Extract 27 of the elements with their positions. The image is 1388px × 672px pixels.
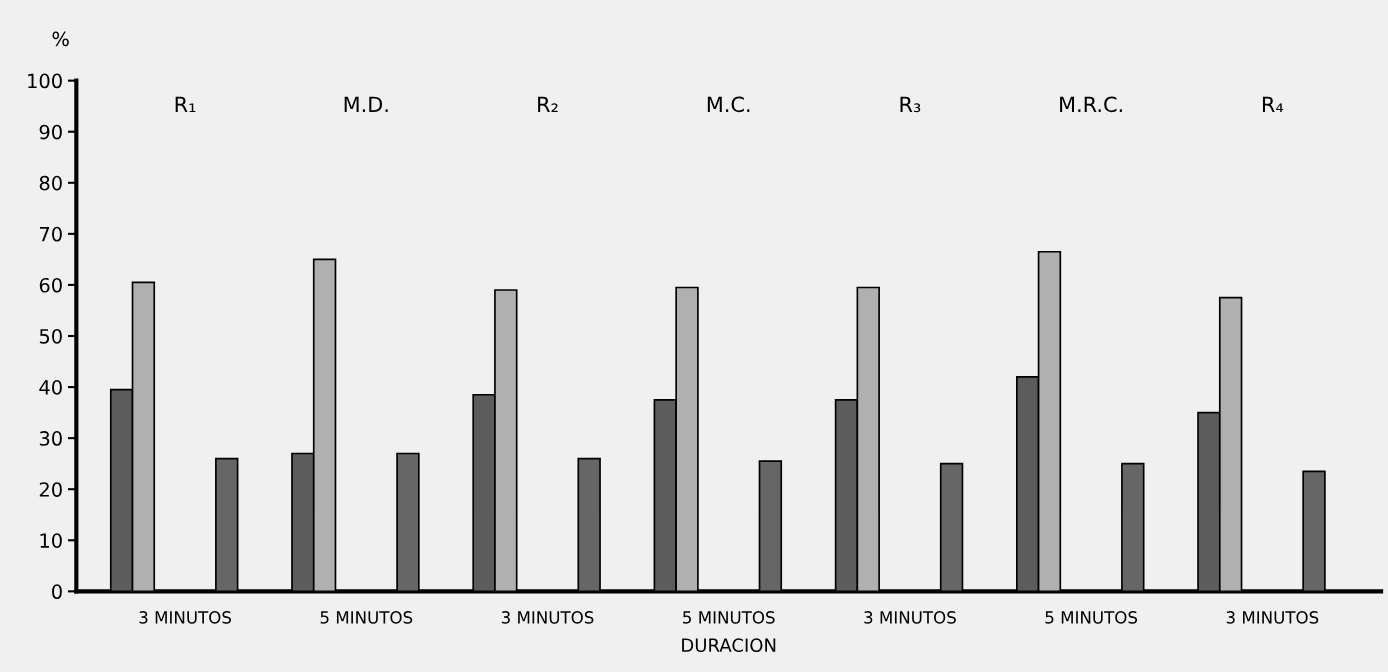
annotation: R₄	[1262, 96, 1284, 112]
x-tick-label: 3 MINUTOS	[864, 611, 956, 624]
x-tick-label: 5 MINUTOS	[320, 611, 413, 624]
x-tick-label: 5 MINUTOS	[1045, 611, 1138, 624]
annotation: M.R.C.	[1060, 96, 1122, 113]
y-tick-label: 20	[39, 482, 62, 497]
y-tick-label: 30	[39, 431, 62, 446]
y-tick-label: 10	[40, 533, 62, 548]
y-tick-label: 80	[39, 175, 62, 191]
y-tick-label: 40	[39, 380, 62, 395]
annotation: M.D.	[344, 96, 388, 112]
annotation: R₃	[900, 96, 921, 113]
x-axis-title: DURACION	[682, 638, 776, 653]
annotation: R₂	[538, 96, 558, 112]
annotation: R₁	[175, 96, 196, 112]
x-tick-label: 3 MINUTOS	[501, 611, 594, 624]
y-tick-label: 50	[39, 328, 62, 344]
y-tick-label: 60	[39, 277, 62, 293]
y-tick-label: 100	[28, 73, 62, 89]
y-tick-label: 70	[40, 226, 62, 242]
x-tick-label: 5 MINUTOS	[683, 611, 775, 624]
annotation: M.C.	[707, 96, 750, 113]
x-tick-label: 3 MINUTOS	[139, 611, 232, 624]
x-tick-label: 3 MINUTOS	[1226, 611, 1319, 624]
y-axis-title: %	[52, 31, 69, 47]
y-tick-label: 0	[52, 584, 62, 600]
y-tick-label: 90	[39, 124, 62, 140]
